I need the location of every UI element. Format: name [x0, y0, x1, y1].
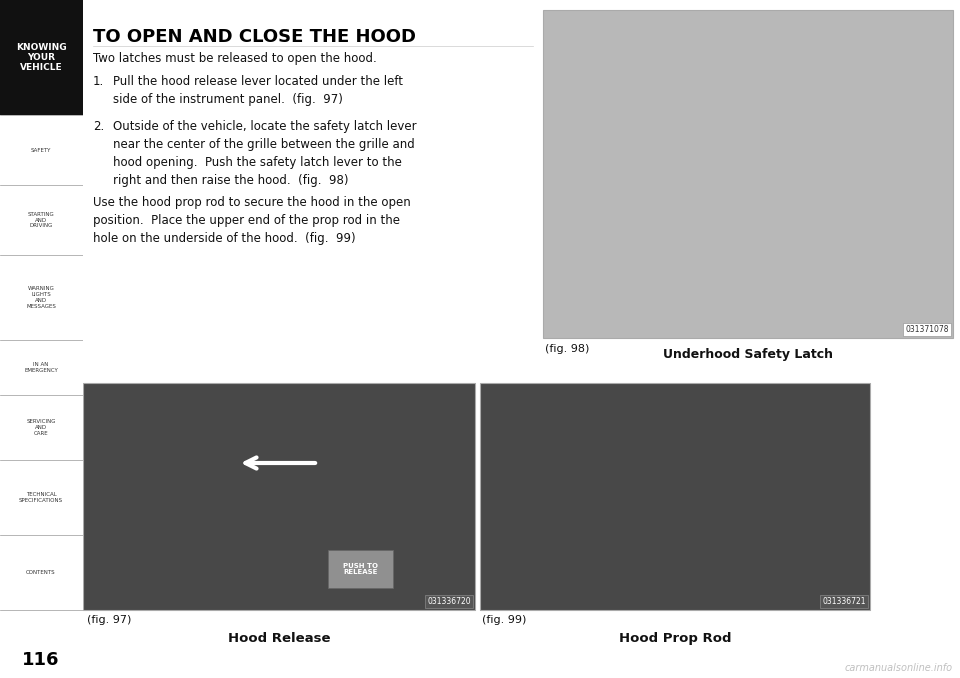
Bar [0, 0, 83, 115]
Bar [83, 383, 475, 610]
Text: (fig. 98): (fig. 98) [545, 344, 589, 354]
Text: SERVICING
AND
CARE: SERVICING AND CARE [26, 419, 56, 436]
Bar [328, 550, 393, 588]
Bar [543, 10, 953, 338]
Text: IN AN
EMERGENCY: IN AN EMERGENCY [24, 362, 58, 373]
Text: 031371078: 031371078 [905, 325, 949, 334]
Text: Hood Prop Rod: Hood Prop Rod [619, 632, 732, 645]
Text: SAFETY: SAFETY [31, 148, 51, 153]
Bar [480, 383, 870, 610]
Text: (fig. 97): (fig. 97) [87, 615, 132, 625]
Text: 1.: 1. [93, 75, 105, 88]
Text: 031336721: 031336721 [823, 597, 866, 606]
Text: 116: 116 [22, 651, 60, 669]
Text: TO OPEN AND CLOSE THE HOOD: TO OPEN AND CLOSE THE HOOD [93, 28, 416, 46]
Text: carmanualsonline.info: carmanualsonline.info [845, 663, 953, 673]
Text: PUSH TO
RELEASE: PUSH TO RELEASE [343, 563, 378, 576]
Text: 2.: 2. [93, 120, 105, 133]
Text: WARNING
LIGHTS
AND
MESSAGES: WARNING LIGHTS AND MESSAGES [26, 286, 56, 308]
Text: STARTING
AND
DRIVING: STARTING AND DRIVING [28, 212, 55, 228]
Text: Use the hood prop rod to secure the hood in the open
position.  Place the upper : Use the hood prop rod to secure the hood… [93, 196, 411, 245]
Text: Outside of the vehicle, locate the safety latch lever
near the center of the gri: Outside of the vehicle, locate the safet… [113, 120, 417, 187]
Text: CONTENTS: CONTENTS [26, 570, 56, 575]
Text: Pull the hood release lever located under the left
side of the instrument panel.: Pull the hood release lever located unde… [113, 75, 403, 106]
Text: Two latches must be released to open the hood.: Two latches must be released to open the… [93, 52, 376, 65]
Text: TECHNICAL
SPECIFICATIONS: TECHNICAL SPECIFICATIONS [19, 492, 63, 503]
Text: (fig. 99): (fig. 99) [482, 615, 526, 625]
Text: Underhood Safety Latch: Underhood Safety Latch [663, 348, 833, 361]
Text: Hood Release: Hood Release [228, 632, 330, 645]
Text: KNOWING
YOUR
VEHICLE: KNOWING YOUR VEHICLE [15, 43, 66, 73]
Text: 031336720: 031336720 [427, 597, 471, 606]
